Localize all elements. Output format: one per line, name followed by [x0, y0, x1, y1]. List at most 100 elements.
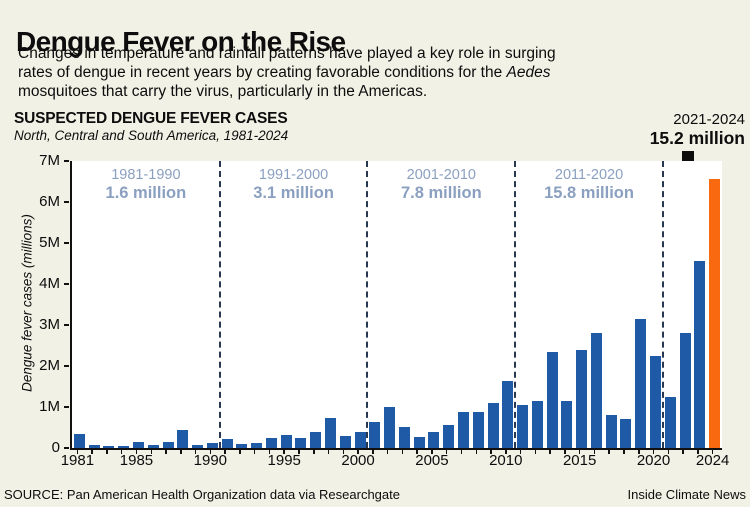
x-axis-tick — [283, 450, 285, 454]
x-axis-tick — [120, 450, 123, 454]
y-axis-tick-label: 6M — [39, 193, 60, 210]
decade-label: 1981-1990 1.6 million — [106, 167, 187, 204]
decade-range: 2011-2020 — [554, 167, 624, 183]
bar-slot-2024 — [707, 161, 722, 448]
bar-slot-1997 — [308, 161, 323, 448]
x-axis-tick — [445, 450, 448, 454]
x-axis-tick — [652, 450, 655, 454]
bar-slot-2012 — [530, 161, 545, 448]
decade-total: 1.6 million — [105, 184, 187, 203]
bar-slot-2004 — [412, 161, 427, 448]
x-axis-tick — [106, 450, 108, 454]
chart-title: SUSPECTED DENGUE FEVER CASES — [14, 110, 288, 127]
x-axis-tick — [623, 450, 625, 454]
bar-slot-1994 — [264, 161, 279, 448]
y-axis-tick — [64, 324, 69, 326]
bar-slot-2015 — [574, 161, 589, 448]
y-axis-tick — [64, 160, 69, 162]
bar-2011 — [517, 404, 529, 448]
bar-2023 — [694, 261, 706, 448]
decade-separator — [661, 161, 664, 448]
x-axis-tick — [372, 450, 374, 454]
bar-2014 — [561, 400, 573, 448]
x-axis-tick — [697, 450, 699, 454]
bar-2002 — [384, 407, 396, 448]
bar-slot-1996 — [294, 161, 309, 448]
bar-2020 — [650, 355, 661, 448]
bar-1984 — [118, 445, 130, 448]
bar-slot-1998 — [323, 161, 338, 448]
x-axis-tick — [564, 450, 566, 454]
bar-1990 — [206, 443, 218, 448]
x-axis-label-1995: 1995 — [267, 452, 301, 469]
bar-slot-1983 — [102, 161, 117, 448]
bar-1985 — [132, 441, 144, 448]
bar-slot-2014 — [560, 161, 575, 448]
bar-1982 — [88, 444, 100, 448]
bar-slot-1991 — [220, 161, 235, 448]
x-axis-tick — [253, 450, 256, 454]
bar-2007 — [457, 411, 469, 448]
x-axis-tick — [490, 450, 492, 454]
y-axis-tick-label: 1M — [39, 398, 60, 415]
y-axis-tick-label: 2M — [39, 357, 60, 374]
x-axis-tick — [239, 450, 241, 454]
x-axis-tick — [165, 450, 167, 454]
bar-slot-1993 — [249, 161, 264, 448]
bar-2019 — [635, 318, 647, 448]
bar-1986 — [147, 444, 159, 448]
x-axis-tick — [209, 450, 212, 454]
x-axis-tick — [608, 450, 610, 454]
bar-1993 — [251, 443, 263, 448]
x-axis-tick — [180, 450, 182, 454]
decade-range: 2001-2010 — [406, 167, 476, 183]
bar-1995 — [280, 434, 292, 448]
bar-2001 — [369, 422, 381, 448]
y-axis-tick-label: 7M — [39, 152, 60, 169]
bar-slot-1989 — [190, 161, 205, 448]
page-title: Dengue Fever on the Rise — [16, 25, 346, 57]
bar-slot-1986 — [146, 161, 161, 448]
bar-1998 — [325, 418, 336, 448]
bar-slot-2023 — [692, 161, 707, 448]
x-axis-tick — [475, 450, 477, 454]
decade-range: 1991-2000 — [258, 167, 329, 183]
x-axis-tick — [416, 450, 418, 454]
x-axis-tick — [357, 450, 359, 454]
x-axis-label-2024: 2024 — [695, 452, 730, 469]
bar-1987 — [162, 441, 174, 448]
decade-total: 15.8 million — [544, 184, 634, 203]
bar-2006 — [443, 424, 455, 448]
bar-slot-2002 — [382, 161, 397, 448]
bar-2003 — [398, 426, 410, 448]
x-axis-tick — [534, 450, 537, 454]
bar-slot-1992 — [235, 161, 250, 448]
decade-range: 1981-1990 — [111, 167, 181, 183]
bar-slot-2001 — [367, 161, 382, 448]
bar-2022 — [679, 333, 691, 448]
bar-2004 — [413, 436, 425, 448]
x-axis-tick — [401, 450, 404, 454]
x-axis-label-2015: 2015 — [562, 452, 597, 469]
y-axis-tick-label: 5M — [39, 234, 60, 251]
bar-slot-1981 — [72, 161, 87, 448]
bar-slot-1982 — [87, 161, 102, 448]
x-axis-tick — [91, 450, 93, 454]
x-axis-label-1990: 1990 — [193, 452, 228, 469]
bar-2015 — [576, 349, 588, 448]
credit-text: Inside Climate News — [627, 487, 747, 502]
bar-1989 — [192, 444, 204, 448]
bar-1988 — [177, 429, 189, 448]
x-axis-tick — [150, 450, 152, 454]
bar-1999 — [339, 435, 351, 448]
x-axis-tick — [519, 450, 522, 454]
bar-2018 — [620, 419, 632, 448]
x-axis-tick — [578, 450, 581, 454]
x-axis-tick — [135, 450, 138, 454]
bar-slot-1990 — [205, 161, 220, 448]
y-axis-tick — [64, 283, 69, 285]
x-axis-tick — [549, 450, 551, 454]
decade-total: 3.1 million — [253, 184, 334, 203]
bar-1992 — [236, 443, 248, 448]
highlight-annotation-total: 15.2 million — [649, 128, 745, 149]
